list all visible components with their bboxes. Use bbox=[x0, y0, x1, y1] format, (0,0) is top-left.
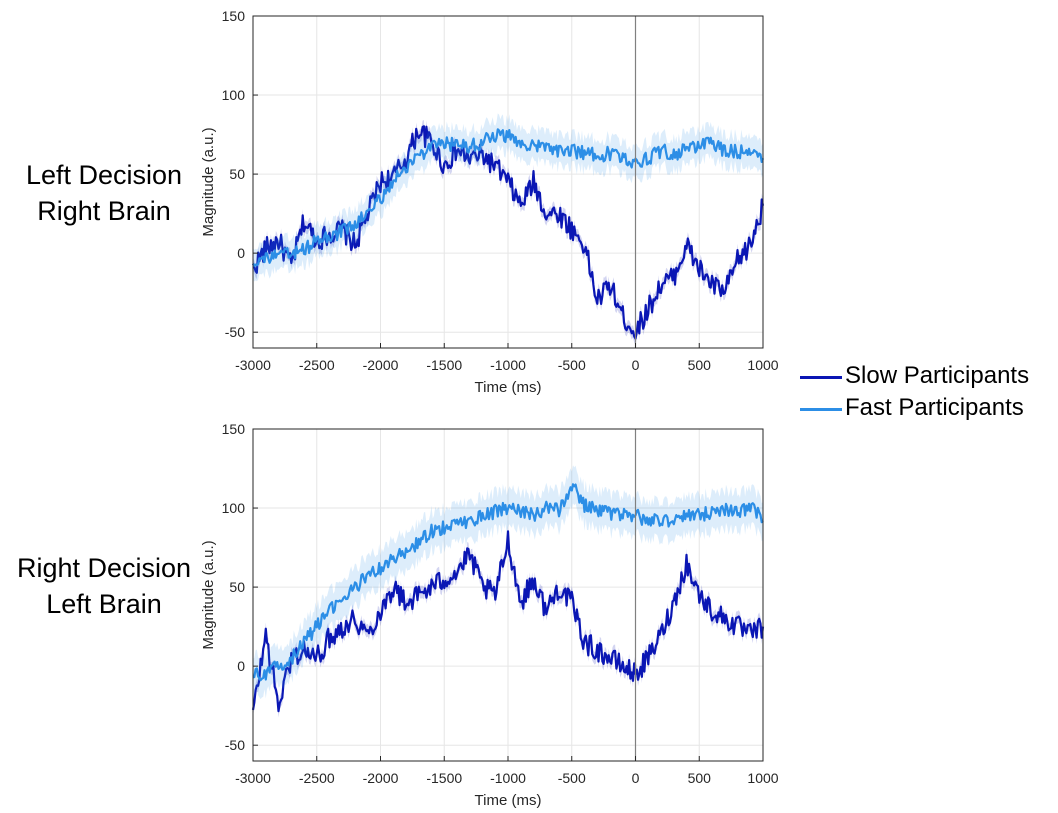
y-tick-label: 150 bbox=[222, 421, 246, 437]
x-tick-label: 0 bbox=[632, 770, 640, 786]
x-tick-label: -1500 bbox=[426, 770, 462, 786]
y-tick-label: 100 bbox=[222, 87, 246, 103]
row-label-top-line2: Right Brain bbox=[37, 196, 171, 226]
legend-label-slow: Slow Participants bbox=[845, 362, 1030, 389]
y-tick-label: 100 bbox=[222, 500, 246, 516]
y-tick-label: 0 bbox=[237, 245, 245, 261]
series-line-fast bbox=[252, 483, 764, 682]
x-tick-label: 1000 bbox=[747, 357, 778, 373]
y-tick-label: 50 bbox=[229, 166, 245, 182]
y-tick-label: 150 bbox=[222, 8, 246, 24]
x-axis-label: Time (ms) bbox=[475, 379, 542, 396]
x-tick-label: -1000 bbox=[490, 357, 526, 373]
chart-panel-top: -3000 -2500 -2000 -1500 -1000 -500 0 500 1000-50… bbox=[200, 8, 779, 396]
y-tick-label: 0 bbox=[237, 658, 245, 674]
series-line-slow bbox=[251, 530, 765, 713]
chart-panel-bottom: -3000 -2500 -2000 -1500 -1000 -500 0 500 1000-50… bbox=[200, 421, 779, 809]
row-label-bottom: Right Decision Left Brain bbox=[6, 550, 202, 622]
y-tick-label: -50 bbox=[225, 324, 245, 340]
legend-swatch-slow bbox=[800, 376, 842, 379]
x-tick-label: -500 bbox=[558, 357, 586, 373]
x-tick-label: -1000 bbox=[490, 770, 526, 786]
x-tick-label: -500 bbox=[558, 770, 586, 786]
x-tick-label: -2000 bbox=[363, 357, 399, 373]
x-axis-label: Time (ms) bbox=[475, 792, 542, 809]
x-tick-label: -1500 bbox=[426, 357, 462, 373]
x-tick-label: 500 bbox=[688, 770, 712, 786]
row-label-bottom-line2: Left Brain bbox=[46, 589, 162, 619]
row-label-bottom-line1: Right Decision bbox=[16, 553, 192, 583]
x-tick-label: -2500 bbox=[299, 770, 335, 786]
row-label-top: Left Decision Right Brain bbox=[14, 157, 194, 229]
x-tick-label: -2500 bbox=[299, 357, 335, 373]
legend-label-fast: Fast Participants bbox=[845, 394, 1024, 421]
x-tick-label: 0 bbox=[632, 357, 640, 373]
x-tick-label: -2000 bbox=[363, 770, 399, 786]
x-tick-label: 500 bbox=[688, 357, 712, 373]
series-line-slow bbox=[251, 125, 765, 340]
y-tick-label: 50 bbox=[229, 579, 245, 595]
x-tick-label: -3000 bbox=[235, 770, 271, 786]
y-axis-label: Magnitude (a.u.) bbox=[200, 540, 217, 649]
y-axis-label: Magnitude (a.u.) bbox=[200, 127, 217, 236]
x-tick-label: 1000 bbox=[747, 770, 778, 786]
legend-swatch-fast bbox=[800, 408, 842, 411]
x-tick-label: -3000 bbox=[235, 357, 271, 373]
row-label-top-line1: Left Decision bbox=[25, 160, 183, 190]
series-line-fast bbox=[252, 128, 765, 267]
y-tick-label: -50 bbox=[225, 737, 245, 753]
